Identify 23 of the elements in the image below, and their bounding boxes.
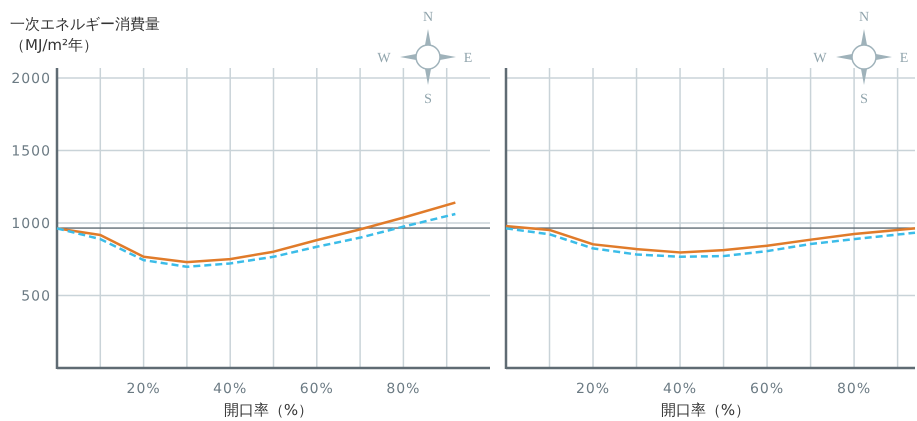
text: W [813,51,828,66]
y-tick-label: 1000 [11,216,51,232]
y-tick-label: 1500 [11,144,51,160]
x-tick-label: 40% [213,381,248,397]
x-tick-label: 20% [576,381,610,397]
annotation: S [860,92,868,107]
x-tick-label: 60% [300,381,334,397]
text: W [377,51,392,66]
x-tick-label: 40% [662,381,698,397]
text: E [464,51,472,66]
y-tick-label: 2000 [11,71,51,87]
x-axis-title: 開口率（%） [224,401,314,419]
x-tick-label: 80% [837,381,872,397]
x-tick-label: 80% [386,381,420,397]
text: N [422,10,434,25]
x-tick-label: 20% [126,381,161,397]
y-axis-title: 一次エネルギー消費量（MJ/m²年） [10,14,161,56]
x-axis-title: 開口率（%） [660,401,750,419]
text: N [858,10,870,25]
annotation: S [424,92,432,107]
y-tick-label: 500 [21,288,51,304]
text: E [900,51,908,66]
x-tick-label: 60% [750,381,784,397]
